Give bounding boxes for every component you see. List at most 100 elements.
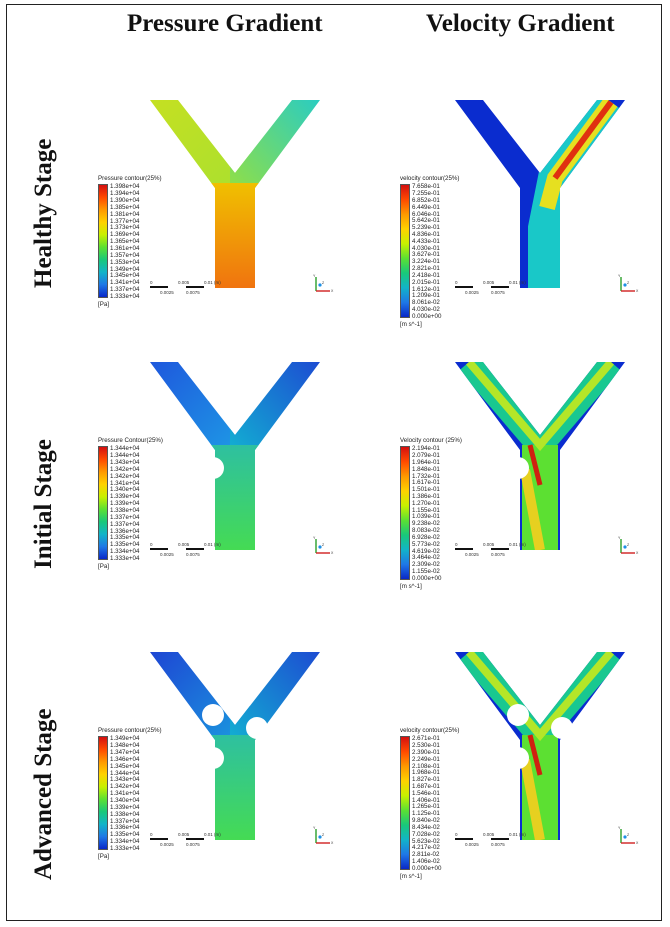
legend-title: Pressure contour(25%): [98, 175, 162, 182]
colorbar-tick-label: 2.821e-01: [412, 265, 440, 273]
colorbar-tick-label: 1.335e+04: [110, 541, 140, 549]
colorbar-tick-label: 0.000e+00: [412, 312, 442, 320]
pressure-contour-geometry: [150, 362, 320, 550]
colorbar-tick-label: 4.030e-01: [412, 244, 440, 252]
colorbar-tick-label: 1.344e+04: [110, 452, 140, 460]
colorbar-tick-label: 4.217e-02: [412, 844, 440, 852]
colorbar-tick-label: 1.732e-01: [412, 472, 440, 480]
colorbar-tick-label: 0.000e+00: [412, 574, 442, 582]
colorbar-tick-label: 7.255e-01: [412, 190, 440, 198]
colorbar-tick-label: 1.406e-01: [412, 796, 440, 804]
colorbar-tick-label: 1.964e-01: [412, 458, 440, 466]
scale-tick-label: 0.005: [483, 832, 495, 837]
colorbar-tick-label: 1.338e+04: [110, 810, 140, 818]
colorbar-tick-label: 1.339e+04: [110, 500, 140, 508]
scale-tick-label: 0: [150, 542, 153, 547]
colorbar-tick-label: 1.333e+04: [110, 554, 140, 562]
scale-tick-label: 0.0025: [160, 842, 174, 847]
colorbar-tick-label: 1.501e-01: [412, 486, 440, 494]
scale-tick-label: 0.0025: [160, 290, 174, 295]
colorbar-tick-label: 2.249e-01: [412, 755, 440, 763]
colorbar-tick-label: 1.687e-01: [412, 783, 440, 790]
scale-tick-label: 0: [150, 832, 153, 837]
colorbar-tick-label: 1.337e+04: [110, 520, 140, 528]
scale-tick-label: 0.005: [178, 280, 190, 285]
colorbar-tick-label: 1.345e+04: [110, 272, 140, 280]
axis-y-label: Y: [313, 274, 316, 278]
colorbar-tick-label: 2.108e-01: [412, 762, 440, 770]
pressure-colorbar-legend: Pressure contour(25%) 1.349e+04 1.348e+04 1…: [98, 727, 162, 861]
pressure-contour-panel-initial: Pressure Contour(25%) 1.344e+04 1.344e+04 1…: [50, 350, 340, 570]
legend-unit: [Pa]: [98, 563, 110, 571]
colorbar-tick-label: 4.433e-01: [412, 237, 440, 245]
pressure-contour-geometry: [150, 100, 320, 288]
colorbar-tick-label: 1.125e-01: [412, 810, 440, 818]
colorbar-tick-label: 2.418e-01: [412, 271, 440, 279]
coordinate-axes-icon: Y X Z: [618, 536, 639, 555]
colorbar-tick-label: 1.369e+04: [110, 231, 140, 239]
axis-z-label: Z: [322, 833, 325, 837]
colorbar-tick-label: 1.339e+04: [110, 803, 140, 811]
colorbar: [400, 736, 410, 871]
colorbar-tick-label: 2.079e-01: [412, 452, 440, 460]
colorbar-tick-label: 4.619e-02: [412, 547, 440, 555]
length-scale-bar: 0 0.005 0.01 (m) 0.0025 0.0075: [150, 280, 230, 298]
colorbar-tick-label: 2.530e-01: [412, 742, 440, 750]
colorbar-tick-label: 6.449e-01: [412, 203, 440, 211]
colorbar-tick-label: 1.270e-01: [412, 499, 440, 507]
axis-x-label: X: [331, 289, 334, 293]
axis-y-label: Y: [618, 274, 621, 278]
colorbar-tick-label: 1.338e+04: [110, 506, 140, 514]
axis-z-label: Z: [322, 281, 325, 285]
colorbar-tick-label: 5.773e-02: [412, 540, 440, 548]
legend-title: velocity contour(25%): [400, 727, 460, 734]
colorbar-tick-label: 7.028e-02: [412, 830, 440, 838]
figure-frame: [6, 4, 662, 921]
scale-tick-label: 0.0075: [186, 290, 200, 295]
scale-tick-label: 0: [150, 280, 153, 285]
colorbar-tick-label: 1.373e+04: [110, 224, 140, 232]
colorbar-tick-label: 1.209e-01: [412, 292, 440, 300]
colorbar-tick-label: 3.224e-01: [412, 258, 440, 266]
colorbar-tick-label: 1.333e+04: [110, 844, 140, 852]
coordinate-axes-icon: Y X Z: [313, 826, 334, 845]
colorbar-tick-label: 1.385e+04: [110, 203, 140, 211]
colorbar-tick-label: 1.361e+04: [110, 244, 140, 252]
colorbar-tick-label: 1.347e+04: [110, 748, 140, 756]
legend-title: Velocity contour (25%): [400, 437, 462, 444]
colorbar-tick-label: 1.336e+04: [110, 824, 140, 832]
colorbar-tick-label: 4.030e-02: [412, 306, 440, 314]
colorbar-tick-label: 1.344e+04: [110, 445, 140, 453]
colorbar-tick-label: 1.344e+04: [110, 769, 140, 777]
axis-y-label: Y: [313, 826, 316, 830]
colorbar-tick-label: 3.627e-01: [412, 251, 440, 259]
coordinate-axes-icon: Y X Z: [313, 274, 334, 293]
scale-tick-label: 0: [455, 280, 458, 285]
pressure-colorbar-legend: Pressure contour(25%) 1.398e+04 1.394e+04 1…: [98, 175, 162, 309]
scale-tick-label: 0.01 (m): [509, 280, 526, 285]
colorbar-tick-label: 1.398e+04: [110, 183, 140, 191]
pressure-contour-geometry: [150, 652, 320, 840]
colorbar-tick-label: 8.061e-02: [412, 299, 440, 307]
colorbar-tick-label: 1.348e+04: [110, 742, 140, 750]
colorbar-tick-label: 1.827e-01: [412, 776, 440, 784]
scale-tick-label: 0.01 (m): [509, 542, 526, 547]
velocity-contour-geometry: [455, 100, 625, 288]
colorbar-tick-label: 1.349e+04: [110, 265, 140, 273]
colorbar-tick-label: 1.365e+04: [110, 238, 140, 246]
axis-z-label: Z: [627, 281, 630, 285]
scale-tick-label: 0: [455, 542, 458, 547]
scale-tick-label: 0.005: [483, 280, 495, 285]
scale-tick-label: 0.0075: [491, 290, 505, 295]
pressure-gradient-header: Pressure Gradient: [127, 10, 323, 37]
colorbar-tick-label: 1.343e+04: [110, 458, 140, 466]
colorbar-tick-label: 1.381e+04: [110, 210, 140, 218]
legend-unit: [Pa]: [98, 853, 110, 861]
axis-y-label: Y: [313, 536, 316, 540]
colorbar-tick-label: 7.658e-01: [412, 183, 440, 191]
colorbar-tick-label: 2.811e-02: [412, 851, 440, 859]
colorbar-tick-label: 1.339e+04: [110, 493, 140, 501]
scale-tick-label: 0.0025: [465, 552, 479, 557]
legend-unit: [Pa]: [98, 301, 110, 309]
colorbar-tick-label: 1.377e+04: [110, 217, 140, 225]
